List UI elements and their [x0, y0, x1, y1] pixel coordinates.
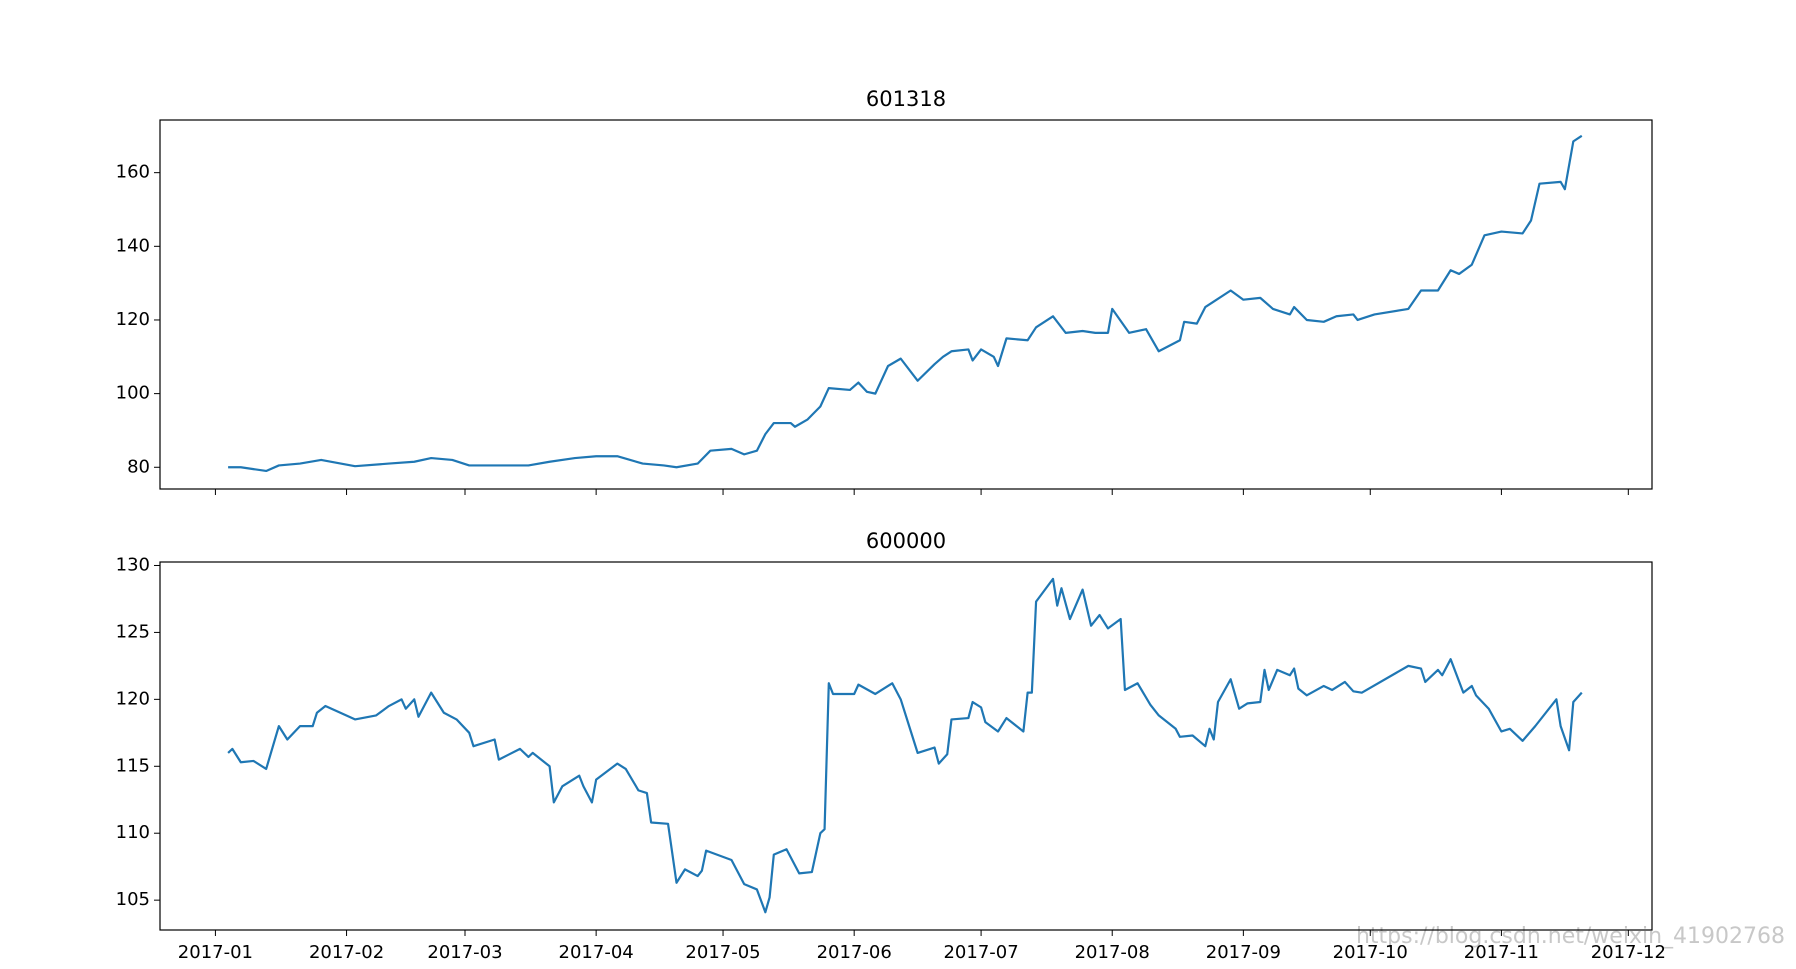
y-tick-label: 130	[116, 554, 150, 575]
x-tick-label: 2017-08	[1075, 942, 1150, 963]
x-tick-label: 2017-07	[943, 942, 1018, 963]
series-line	[227, 577, 1583, 914]
series-line	[228, 134, 1583, 473]
y-tick-label: 100	[116, 383, 150, 404]
y-tick-label: 160	[116, 162, 150, 183]
x-tick-label: 2017-12	[1591, 942, 1666, 963]
y-tick-label: 120	[116, 309, 150, 330]
y-tick-label: 140	[116, 235, 150, 256]
plot-frame	[159, 119, 1653, 490]
x-tick-label: 2017-04	[559, 942, 634, 963]
y-tick-label: 105	[116, 889, 150, 910]
y-tick-label: 80	[127, 456, 150, 477]
y-tick-label: 120	[116, 688, 150, 709]
watermark: https://blog.csdn.net/weixin_41902768	[1356, 924, 1785, 949]
x-tick-label: 2017-10	[1333, 942, 1408, 963]
x-tick-label: 2017-03	[427, 942, 502, 963]
plot-frame	[159, 561, 1653, 931]
x-tick-label: 2017-11	[1464, 942, 1539, 963]
y-tick-label: 115	[116, 755, 150, 776]
x-tick-label: 2017-06	[817, 942, 892, 963]
x-tick-label: 2017-09	[1206, 942, 1281, 963]
x-tick-label: 2017-05	[685, 942, 760, 963]
y-tick-label: 110	[116, 822, 150, 843]
x-tick-label: 2017-01	[178, 942, 253, 963]
x-tick-label: 2017-02	[309, 942, 384, 963]
chart-title: 601318	[866, 87, 946, 111]
chart-title: 600000	[866, 529, 946, 553]
y-tick-label: 125	[116, 621, 150, 642]
